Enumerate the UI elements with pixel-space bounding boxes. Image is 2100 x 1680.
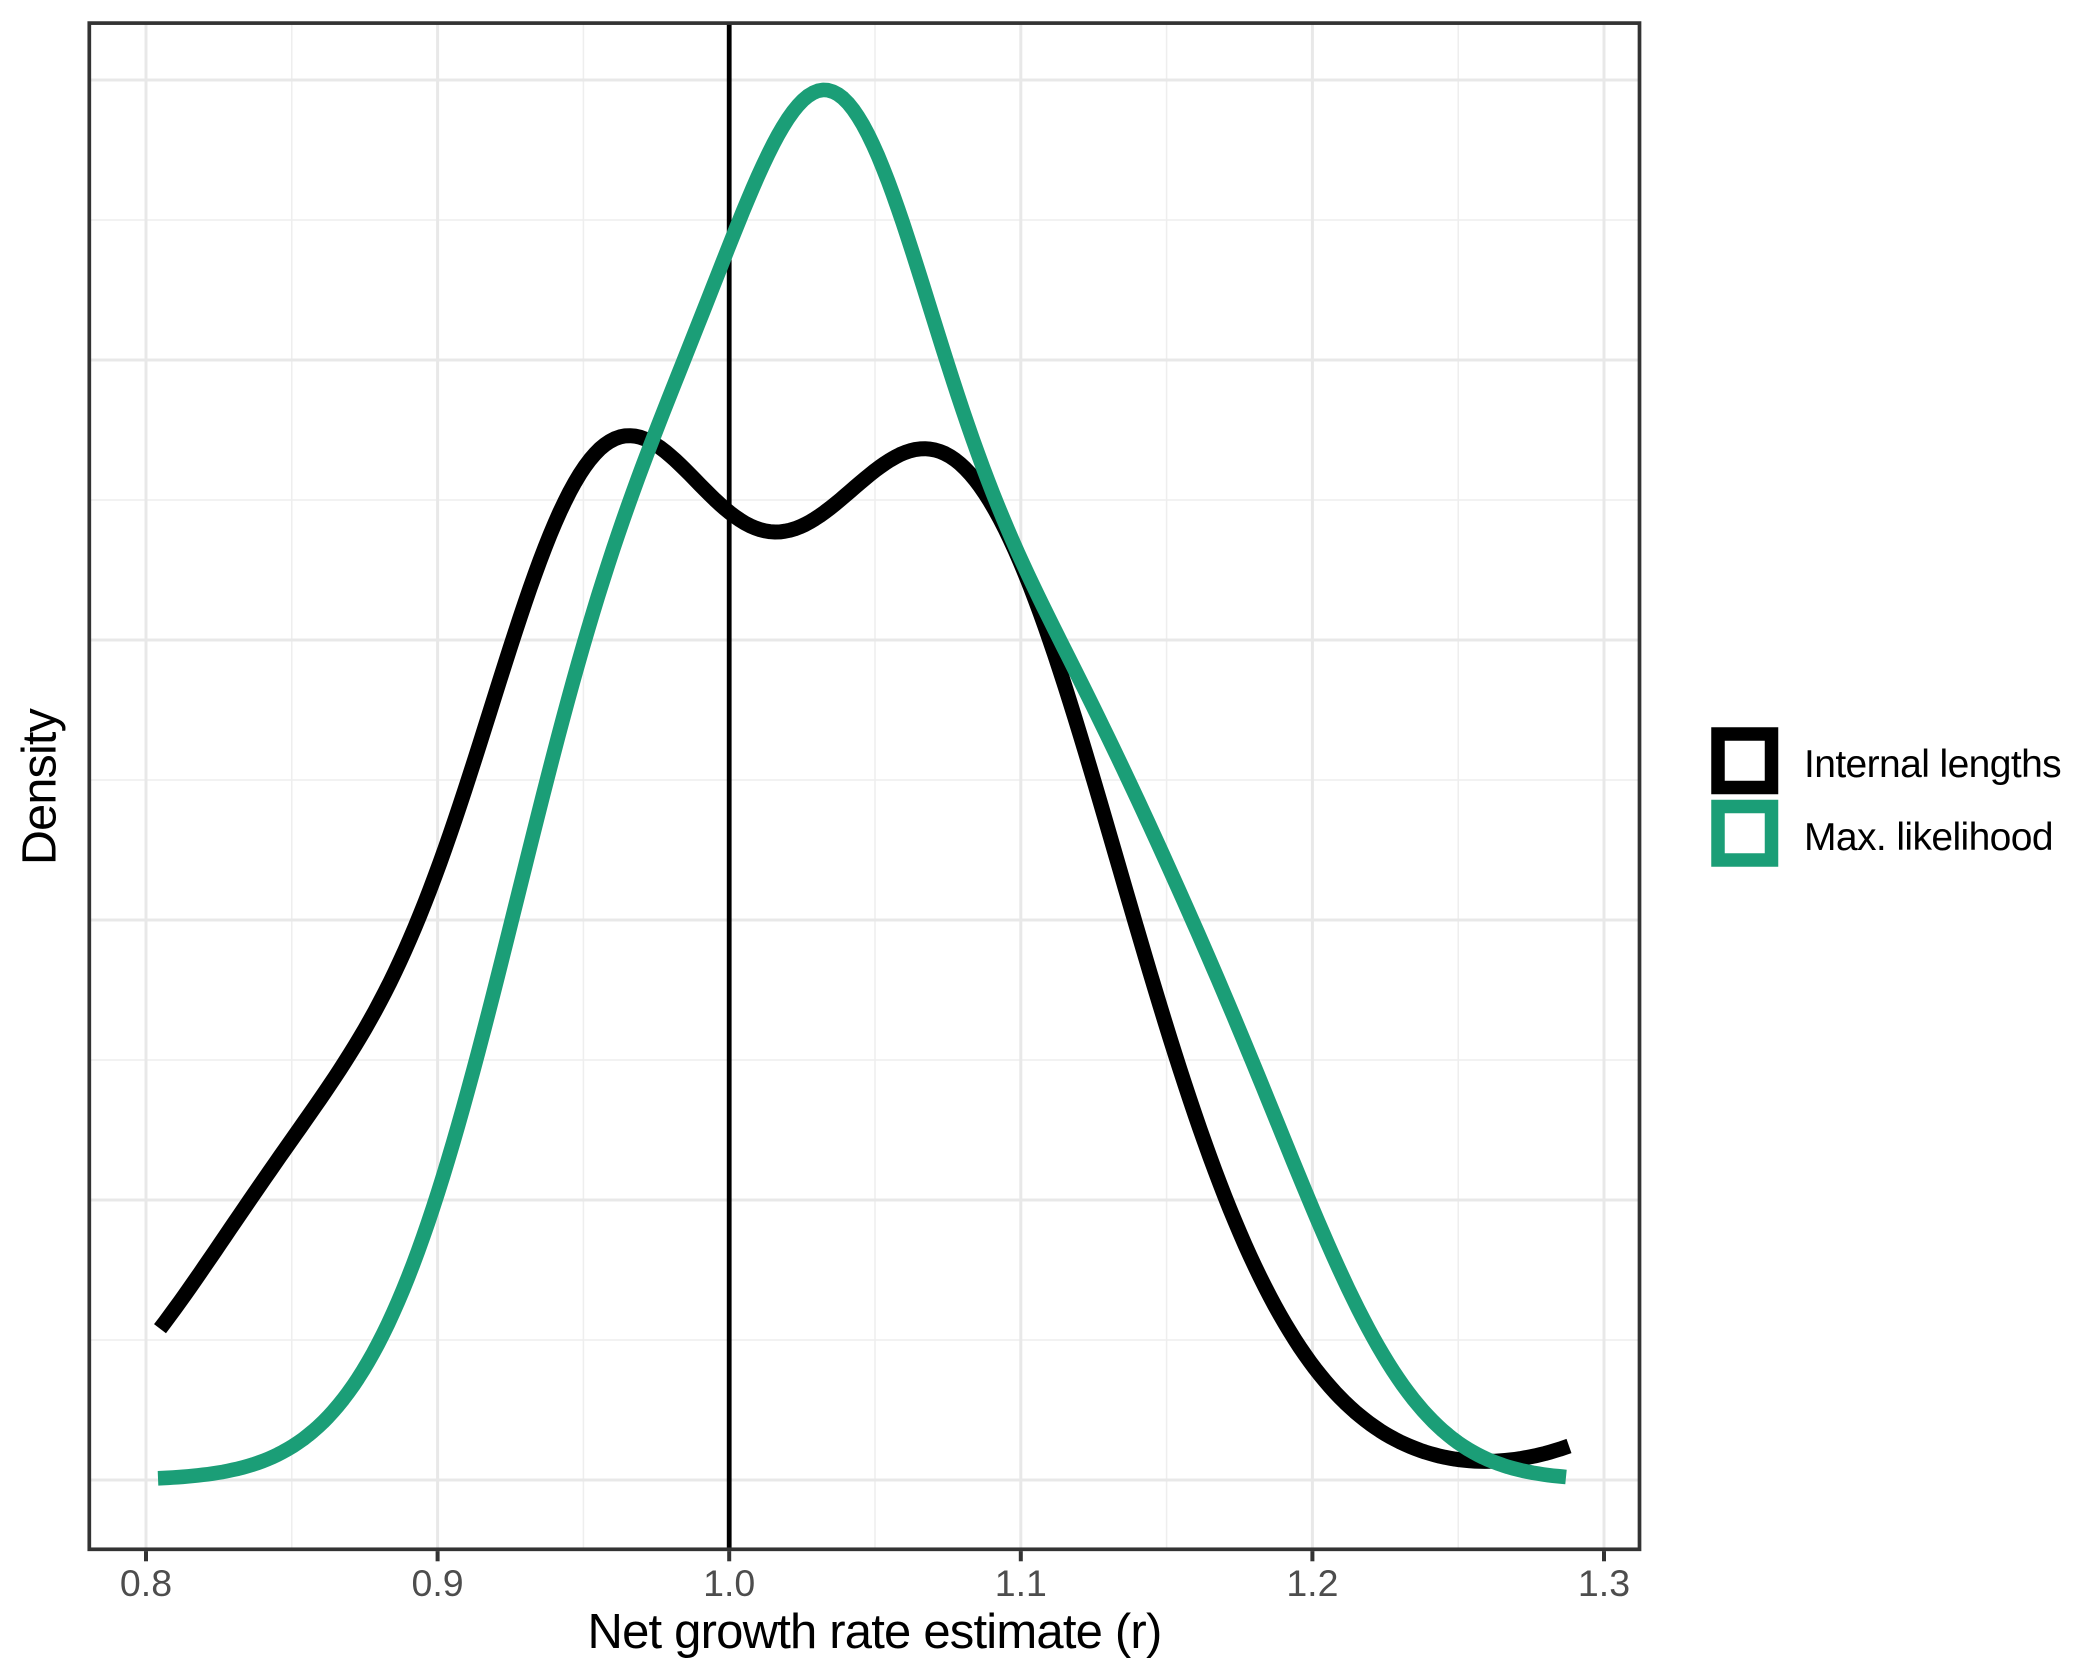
svg-text:Density: Density [13, 707, 67, 865]
svg-text:0.9: 0.9 [412, 1562, 464, 1604]
svg-text:1.2: 1.2 [1286, 1562, 1338, 1604]
svg-text:0.8: 0.8 [120, 1562, 172, 1604]
svg-text:Net growth rate estimate (r): Net growth rate estimate (r) [588, 1605, 1162, 1659]
svg-text:1.1: 1.1 [995, 1562, 1047, 1604]
svg-text:Max. likelihood: Max. likelihood [1804, 816, 2053, 859]
svg-text:1.0: 1.0 [703, 1562, 755, 1604]
svg-text:1.3: 1.3 [1578, 1562, 1630, 1604]
svg-text:Internal lengths: Internal lengths [1804, 743, 2061, 786]
